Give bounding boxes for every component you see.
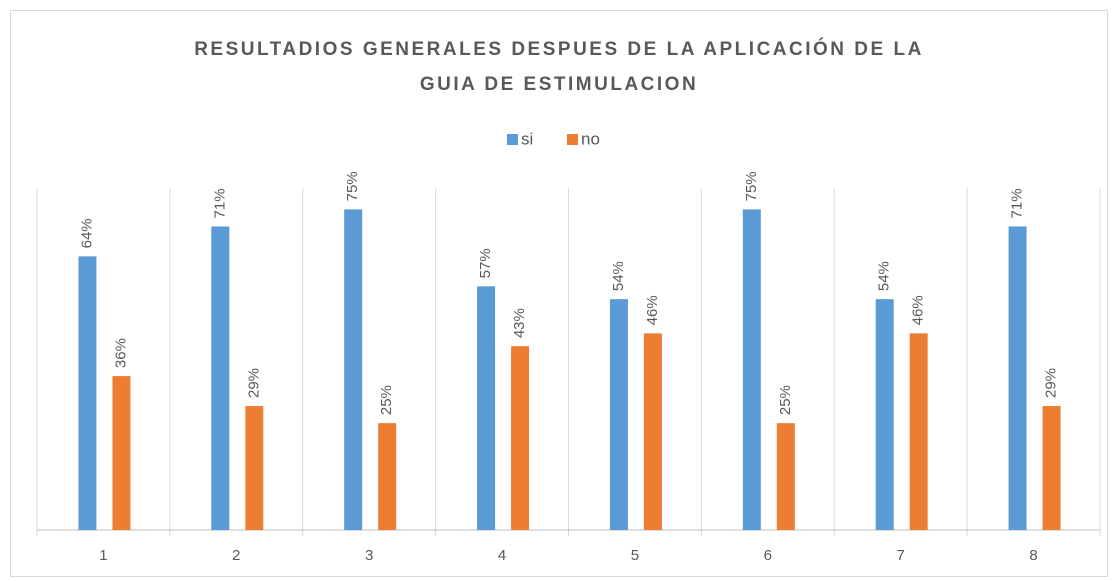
bar	[643, 333, 662, 530]
data-label: 46%	[644, 295, 661, 325]
data-label: 54%	[610, 261, 627, 291]
bar	[609, 299, 628, 530]
data-label: 25%	[777, 385, 794, 415]
x-tick-label: 1	[99, 547, 107, 564]
data-label: 29%	[1043, 368, 1060, 398]
data-label: 43%	[511, 308, 528, 338]
chart-title: RESULTADIOS GENERALES DESPUES DE LA APLI…	[194, 38, 924, 60]
x-tick-label: 7	[897, 547, 905, 564]
bar	[776, 423, 795, 530]
bar	[875, 299, 894, 530]
data-label: 57%	[477, 248, 494, 278]
data-label: 54%	[876, 261, 893, 291]
x-tick-label: 5	[631, 547, 639, 564]
bar	[344, 209, 363, 530]
data-label: 71%	[1009, 188, 1026, 218]
x-tick-label: 2	[232, 547, 240, 564]
bar	[78, 256, 97, 530]
data-label: 29%	[245, 368, 262, 398]
bar	[378, 423, 397, 530]
x-tick-label: 3	[365, 547, 373, 564]
bar	[245, 406, 264, 530]
bar	[112, 376, 131, 530]
data-label: 64%	[78, 218, 95, 248]
legend-swatch	[567, 134, 578, 145]
chart-title: GUIA DE ESTIMULACION	[420, 74, 698, 95]
data-label: 75%	[743, 171, 760, 201]
data-label: 46%	[910, 295, 927, 325]
bar	[211, 226, 230, 530]
bar	[742, 209, 761, 530]
data-label: 71%	[211, 188, 228, 218]
legend-label: si	[521, 129, 533, 148]
chart-frame	[10, 10, 1108, 577]
data-label: 36%	[112, 338, 129, 368]
data-label: 25%	[378, 385, 395, 415]
legend-label: no	[581, 129, 600, 148]
bar	[909, 333, 928, 530]
bar	[511, 346, 530, 530]
data-label: 75%	[344, 171, 361, 201]
bar	[1042, 406, 1061, 530]
bar	[477, 286, 496, 530]
x-tick-label: 4	[498, 547, 506, 564]
x-tick-label: 6	[764, 547, 772, 564]
legend-swatch	[507, 134, 518, 145]
x-tick-label: 8	[1029, 547, 1037, 564]
bar	[1008, 226, 1027, 530]
